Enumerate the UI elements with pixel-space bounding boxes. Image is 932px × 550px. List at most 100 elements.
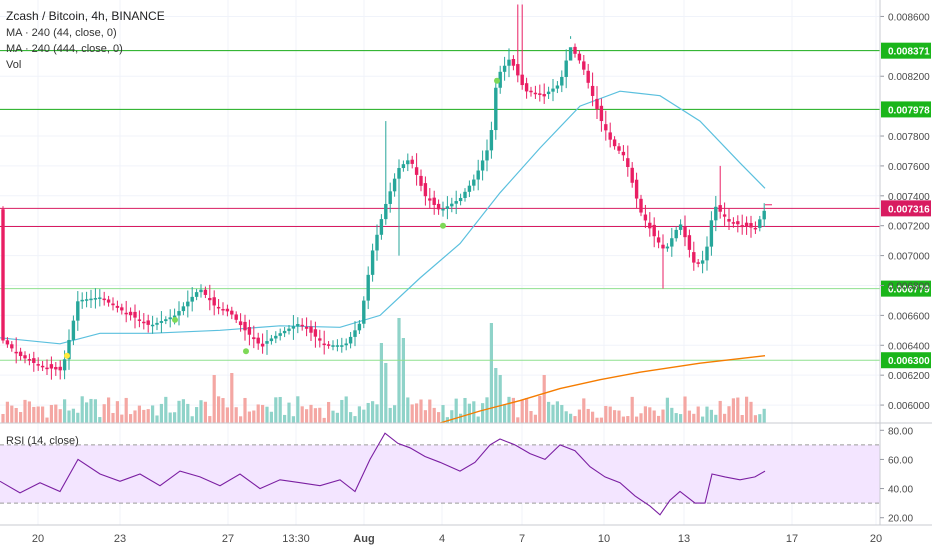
volume-bar <box>516 417 520 423</box>
candle-body <box>612 139 617 147</box>
candle-body <box>384 203 388 220</box>
volume-bar <box>555 401 559 423</box>
candle-body <box>762 210 766 220</box>
volume-bar <box>80 396 84 423</box>
volume-bar <box>300 406 304 423</box>
volume-bar <box>375 404 379 423</box>
candle-body <box>454 201 458 204</box>
candle-body <box>111 303 115 306</box>
candle-body <box>696 262 700 264</box>
volume-bar <box>23 399 27 423</box>
volume-bar <box>538 396 542 423</box>
candle-body <box>260 343 265 347</box>
candle-body <box>172 315 177 318</box>
price-axis-label: 0.006000 <box>888 401 930 412</box>
volume-bar <box>599 417 603 423</box>
volume-bar <box>696 406 700 423</box>
candle-body <box>366 274 370 301</box>
volume-bar <box>256 404 260 423</box>
volume-bar <box>168 412 172 423</box>
chart-title[interactable]: Zcash / Bitcoin, 4h, BINANCE <box>6 9 165 23</box>
volume-bar <box>582 398 586 423</box>
candle-body <box>32 358 36 363</box>
volume-bar <box>674 413 678 423</box>
candle-body <box>423 183 428 197</box>
volume-bar <box>181 399 185 423</box>
volume-bar <box>604 405 608 423</box>
candle-body <box>296 324 300 327</box>
volume-bar <box>564 411 568 423</box>
volume-bar <box>643 406 647 423</box>
candle-body <box>142 321 146 324</box>
volume-bar <box>71 408 75 423</box>
volume-bar <box>652 410 656 423</box>
rsi-band <box>0 444 880 504</box>
candle-body <box>656 237 661 243</box>
level-price-label: 0.006300 <box>888 356 930 367</box>
volume-bar <box>335 412 339 423</box>
volume-bar <box>331 410 335 423</box>
volume-bar <box>410 404 414 423</box>
volume-bar <box>129 414 133 423</box>
legend-volume[interactable]: Vol <box>6 59 22 71</box>
volume-bar <box>432 407 436 423</box>
volume-bar <box>41 406 45 423</box>
legend-rsi[interactable]: RSI (14, close) <box>6 435 79 447</box>
legend-ma444[interactable]: MA · 240 (444, close, 0) <box>6 43 123 55</box>
volume-bar <box>111 412 115 423</box>
volume-bar <box>423 410 427 423</box>
volume-bar <box>164 396 168 423</box>
candle-body <box>45 367 49 370</box>
volume-bar <box>283 414 287 423</box>
volume-bar <box>5 401 9 423</box>
candle-body <box>494 87 498 131</box>
ma444-line <box>439 355 766 424</box>
candle-body <box>516 64 520 76</box>
candle-body <box>599 105 604 122</box>
price-axis-label: 0.006800 <box>888 281 930 292</box>
candle-body <box>648 222 652 229</box>
candle-body <box>450 203 454 207</box>
candle-body <box>208 297 212 301</box>
volume-bar <box>137 405 141 423</box>
candle-body <box>551 88 555 92</box>
candle-body <box>71 320 76 340</box>
volume-bar <box>151 405 155 423</box>
volume-bar <box>718 400 722 423</box>
volume-bar <box>76 412 80 423</box>
candle-body <box>753 227 758 230</box>
legend-ma44[interactable]: MA · 240 (44, close, 0) <box>6 27 117 39</box>
candle-body <box>80 299 84 302</box>
volume-bar <box>98 417 102 423</box>
candle-body <box>639 198 643 213</box>
volume-bar <box>344 396 348 423</box>
volume-bar <box>415 403 419 423</box>
candle-body <box>744 222 749 227</box>
candle-body <box>190 296 194 302</box>
candle-body <box>445 206 450 209</box>
candle-body <box>106 299 111 303</box>
price-axis-label: 0.007400 <box>888 192 930 203</box>
volume-bar <box>586 408 590 423</box>
candle-body <box>14 351 18 354</box>
volume-bar <box>208 416 212 423</box>
candle-body <box>485 150 489 161</box>
candle-body <box>568 47 573 61</box>
level-price-tag <box>881 200 931 217</box>
candle-body <box>705 246 709 261</box>
candle-body <box>749 223 753 228</box>
rsi-axis-label: 20.00 <box>888 514 913 525</box>
signal-dot <box>440 222 446 229</box>
volume-bar <box>661 409 665 423</box>
volume-bar <box>379 343 383 423</box>
volume-bar <box>560 404 564 423</box>
volume-bar <box>481 403 485 423</box>
candle-body <box>40 365 45 368</box>
candle-body <box>626 158 630 167</box>
candle-body <box>436 203 441 210</box>
volume-bar <box>313 408 317 423</box>
candles <box>1 4 766 380</box>
volume-bar <box>362 409 366 423</box>
